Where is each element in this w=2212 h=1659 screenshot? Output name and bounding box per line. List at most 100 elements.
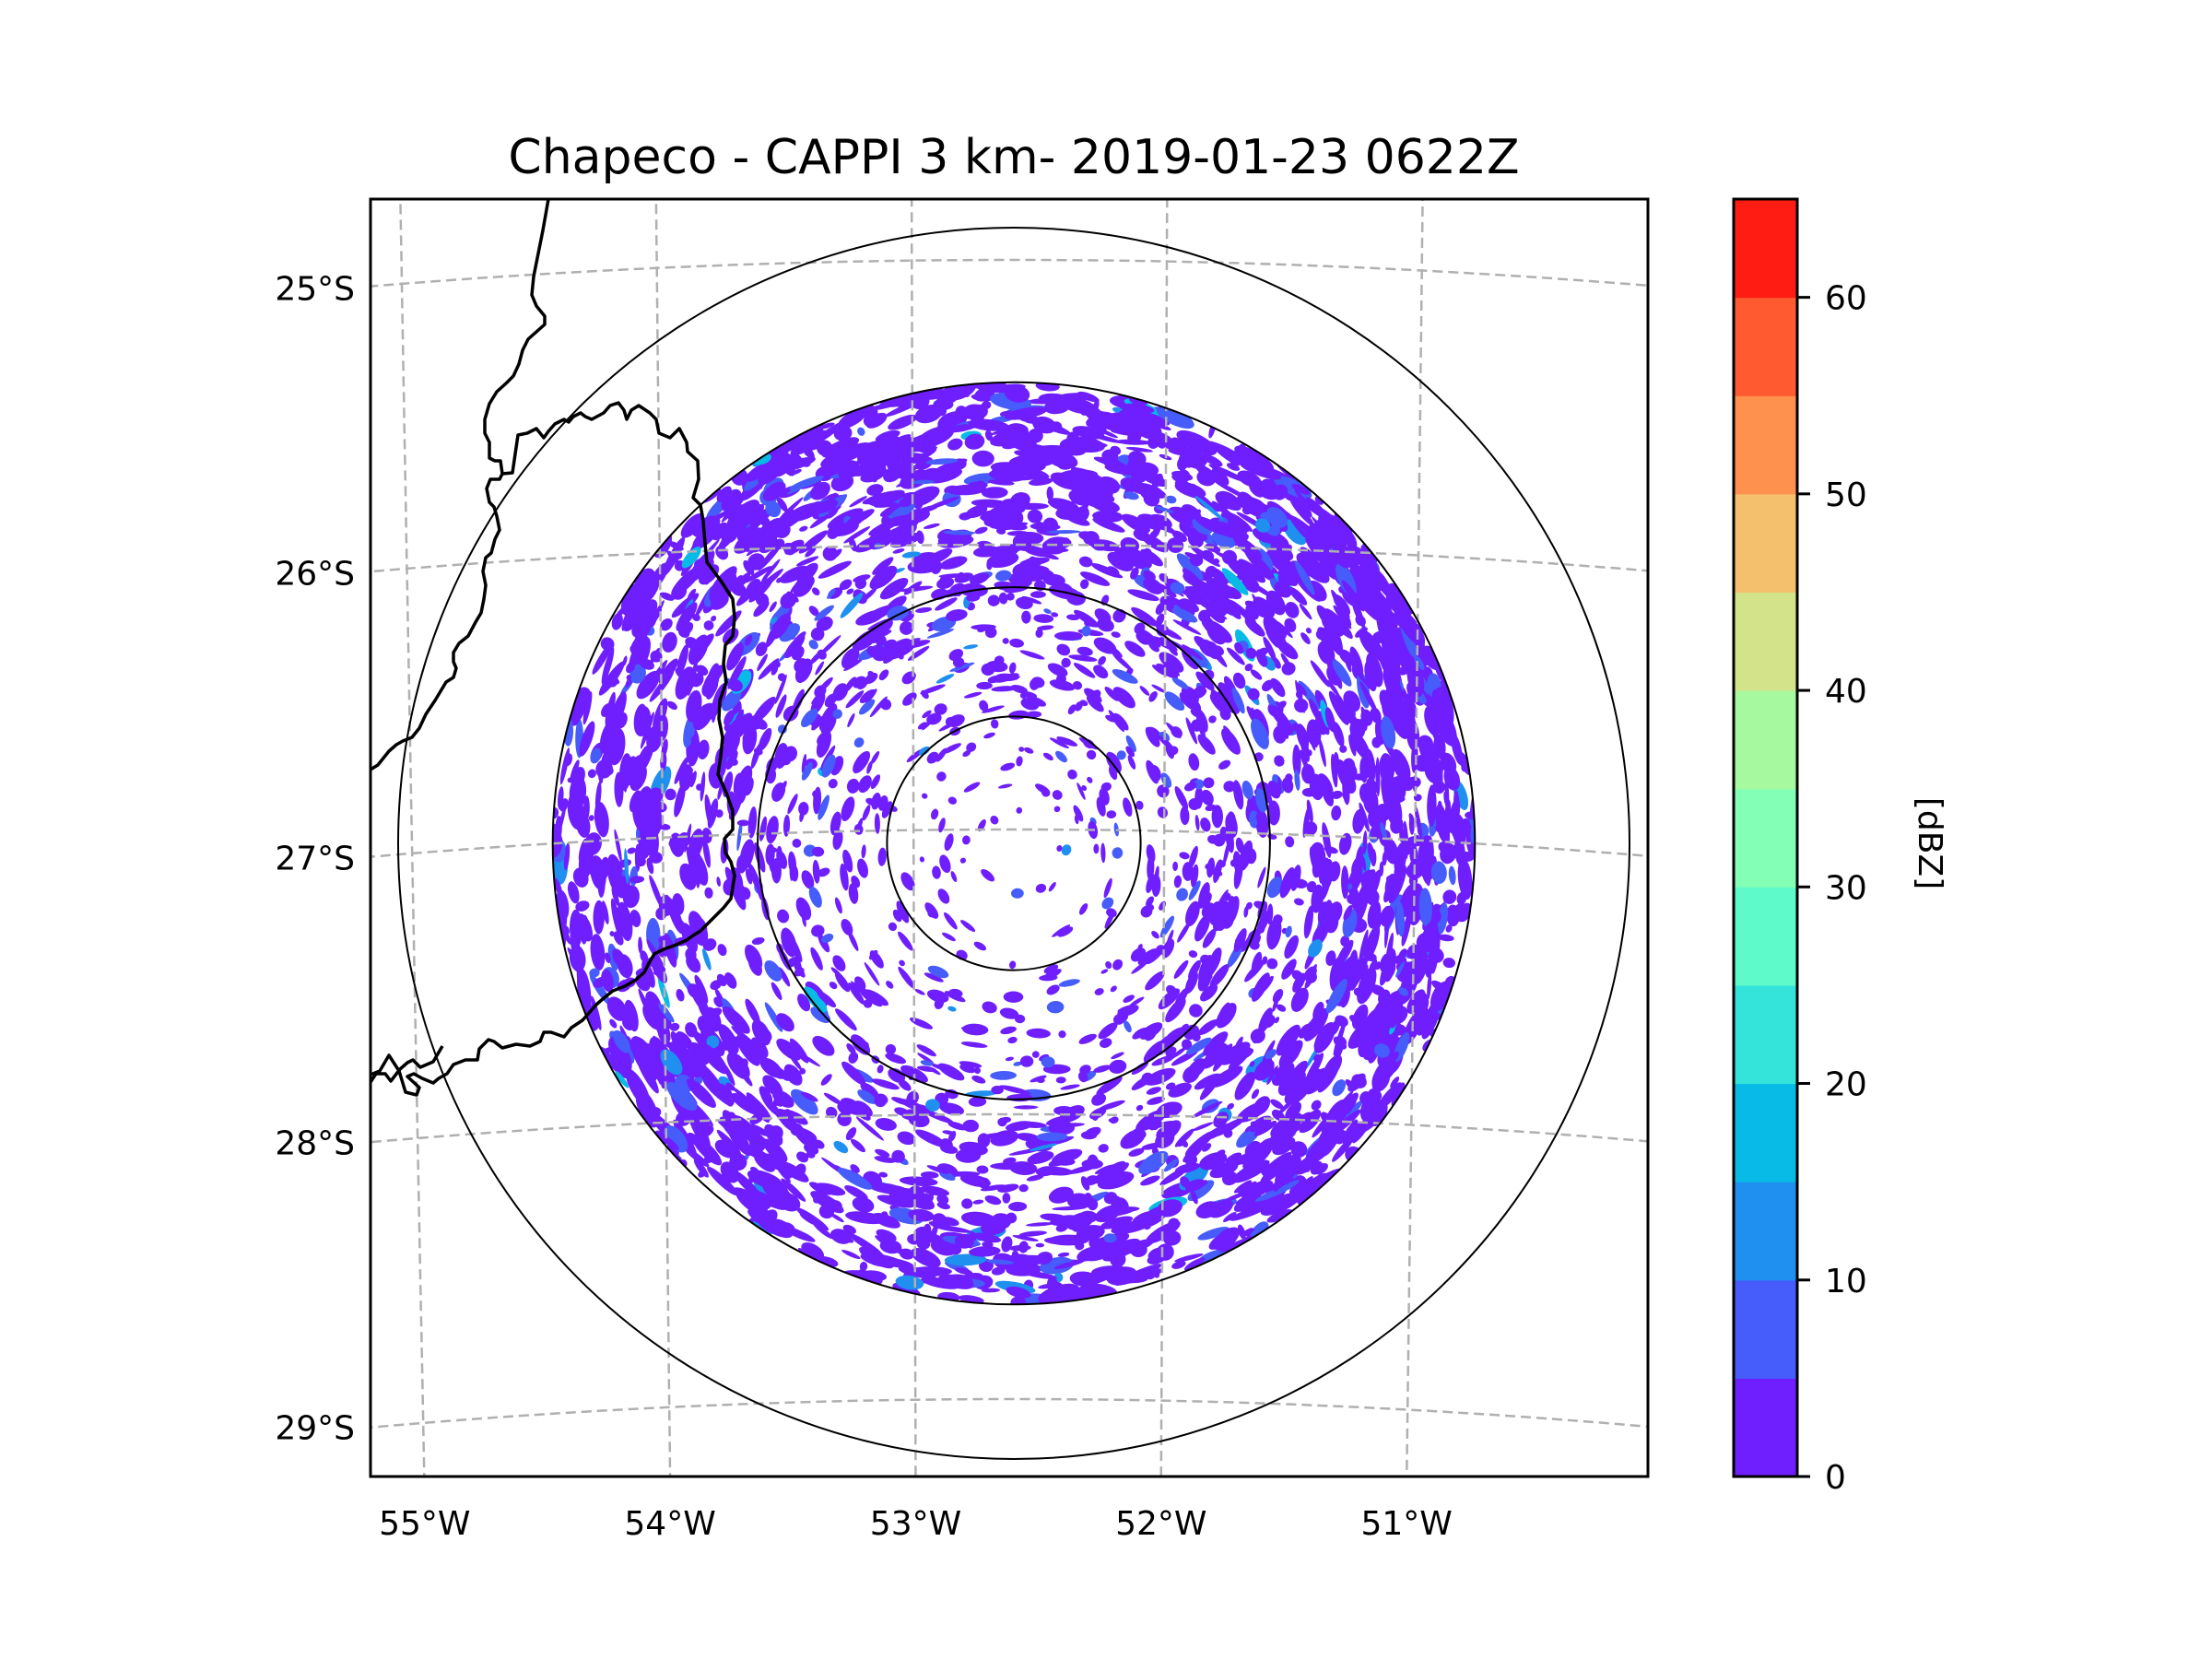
echo-cell [1100,842,1106,864]
echo-cell [1043,608,1052,614]
echo-cell [1174,786,1189,810]
echo-cell [1200,818,1211,832]
echo-cell [851,1138,865,1153]
echo-cell [1369,959,1378,971]
echo-cell [1219,826,1228,842]
colorbar-tick-label: 60 [1825,280,1867,318]
echo-cell [1176,888,1188,901]
echo-cell [590,934,606,971]
echo-cell [1012,1235,1039,1241]
echo-cell [947,796,958,805]
echo-cell [888,922,898,932]
echo-cell [1011,888,1024,899]
y-tick-label: 29°S [275,1409,355,1447]
echo-cell [680,919,697,951]
echo-cell [984,626,997,639]
echo-cell [866,760,873,774]
echo-cell [609,1018,618,1029]
echo-cell [978,1177,991,1189]
echo-cell [1018,1183,1029,1193]
echo-cell [1191,1190,1198,1205]
colorbar-bin [1734,887,1797,986]
colorbar-tick-label: 0 [1825,1459,1846,1497]
echo-cell [833,425,853,441]
echo-cell [1058,979,1080,987]
map-plot-area [371,199,1648,1477]
echo-cell [976,1165,989,1174]
echo-cell [778,967,791,987]
echo-cell [1105,643,1123,658]
echo-cell [594,802,609,838]
echo-cell [1110,985,1117,993]
echo-cell [1093,665,1109,679]
echo-cell [879,699,892,711]
x-tick-label: 53°W [870,1505,961,1543]
echo-cell [1173,959,1189,979]
echo-cell [1140,548,1163,567]
echo-cell [1151,930,1159,939]
echo-cell [756,1028,772,1042]
echo-cell [812,1035,835,1056]
echo-cell [998,592,1008,605]
echo-cell [980,1184,1006,1192]
echo-cell [1196,688,1207,699]
echo-cell [1026,711,1042,718]
echo-cell [1137,948,1159,965]
echo-cell [1253,1121,1277,1136]
echo-cell [1067,769,1077,780]
echo-cell [1263,636,1277,662]
echo-cell [971,450,994,467]
echo-cell [1157,806,1169,818]
echo-cell [1257,866,1266,888]
echo-cell [921,793,928,799]
echo-cell [852,629,879,652]
echo-cell [898,931,913,951]
echo-cell [1078,737,1099,750]
echo-cell [964,1090,998,1097]
echo-cell [931,588,948,600]
echo-cell [1093,843,1100,854]
echo-cell [1031,1051,1040,1058]
echo-cell [1373,961,1382,971]
x-tick-label: 51°W [1360,1505,1452,1543]
echo-cell [974,526,988,535]
echo-cell [703,620,714,630]
echo-cell [847,712,855,728]
echo-cell [927,1192,935,1203]
echo-cell [1311,1100,1322,1111]
echo-cell [935,674,955,684]
echo-cell [1057,1252,1070,1257]
echo-cell [997,1183,1019,1193]
echo-cell [743,1126,770,1147]
echo-cell [991,686,1018,692]
echo-cell [1306,627,1312,634]
echo-cell [855,1116,885,1141]
y-tick-label: 28°S [275,1124,355,1162]
echo-cell [1026,1222,1053,1227]
echo-cell [845,1127,857,1141]
echo-cell [1171,677,1189,689]
echo-cell [963,644,978,650]
echo-cell [1078,902,1088,915]
echo-cell [934,703,947,715]
political-borders [371,199,736,1097]
echo-cell [1078,1033,1097,1044]
echo-cell [588,815,594,821]
echo-cell [1055,1077,1066,1084]
echo-cell [775,694,787,718]
echo-cell [920,1185,950,1196]
echo-cell [812,859,820,884]
echo-cell [899,1176,938,1186]
echo-cell [1195,671,1215,691]
echo-cell [1168,1082,1192,1098]
echo-cell [1109,1059,1127,1074]
echo-cell [811,587,820,595]
echo-cell [1194,814,1200,831]
echo-cell [1182,862,1194,881]
colorbar-bin [1734,297,1797,396]
echo-cell [1016,806,1023,814]
echo-cell [955,1267,973,1276]
echo-cell [781,1178,806,1202]
echo-cell [1112,653,1133,672]
colorbar-bin [1734,395,1797,495]
